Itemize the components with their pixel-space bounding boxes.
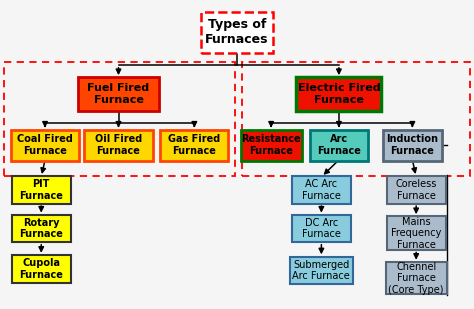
- Text: Gas Fired
Furnace: Gas Fired Furnace: [168, 134, 220, 156]
- FancyBboxPatch shape: [240, 130, 301, 161]
- FancyBboxPatch shape: [84, 130, 153, 161]
- Text: PIT
Furnace: PIT Furnace: [19, 179, 63, 201]
- FancyBboxPatch shape: [12, 215, 71, 242]
- Text: Rotary
Furnace: Rotary Furnace: [19, 218, 63, 239]
- Text: Mains
Frequency
Furnace: Mains Frequency Furnace: [391, 217, 441, 250]
- FancyBboxPatch shape: [383, 130, 442, 161]
- FancyBboxPatch shape: [296, 78, 381, 111]
- FancyBboxPatch shape: [160, 130, 228, 161]
- Text: Electric Fired
Furnace: Electric Fired Furnace: [298, 83, 380, 105]
- Text: AC Arc
Furnace: AC Arc Furnace: [302, 179, 341, 201]
- Text: Arc
Furnace: Arc Furnace: [317, 134, 361, 156]
- FancyBboxPatch shape: [387, 216, 446, 250]
- Bar: [242, 62, 470, 176]
- FancyBboxPatch shape: [385, 262, 447, 294]
- Text: Induction
Furnace: Induction Furnace: [386, 134, 438, 156]
- FancyBboxPatch shape: [292, 215, 351, 242]
- Text: Types of
Furnaces: Types of Furnaces: [205, 19, 269, 46]
- FancyBboxPatch shape: [78, 78, 158, 111]
- Text: Chennel
Furnace
(Core Type): Chennel Furnace (Core Type): [388, 261, 444, 295]
- Bar: [4, 62, 235, 176]
- FancyBboxPatch shape: [11, 130, 79, 161]
- Text: DC Arc
Furnace: DC Arc Furnace: [302, 218, 341, 239]
- Text: Resistance
Furnace: Resistance Furnace: [241, 134, 301, 156]
- Text: Oil Fired
Furnace: Oil Fired Furnace: [95, 134, 142, 156]
- Text: Cupola
Furnace: Cupola Furnace: [19, 258, 63, 280]
- Text: Fuel Fired
Furnace: Fuel Fired Furnace: [87, 83, 150, 105]
- FancyBboxPatch shape: [12, 176, 71, 204]
- Text: Coreless
Furnace: Coreless Furnace: [395, 179, 437, 201]
- Text: Submerged
Arc Furnace: Submerged Arc Furnace: [292, 260, 350, 281]
- FancyBboxPatch shape: [290, 256, 353, 284]
- FancyBboxPatch shape: [12, 255, 71, 282]
- FancyBboxPatch shape: [387, 176, 446, 204]
- FancyBboxPatch shape: [201, 12, 273, 53]
- Text: Coal Fired
Furnace: Coal Fired Furnace: [17, 134, 73, 156]
- FancyBboxPatch shape: [310, 130, 368, 161]
- FancyBboxPatch shape: [292, 176, 351, 204]
